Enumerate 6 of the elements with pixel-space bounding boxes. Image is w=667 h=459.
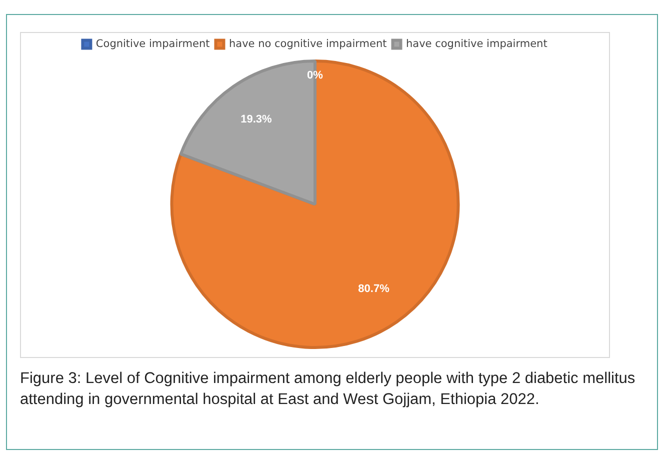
legend-label: Cognitive impairment (96, 38, 210, 50)
caption: Figure 3: Level of Cognitive impairment among elderly people with type 2 diabetic mellitus attending in governmental hospital at East and West Gojjam, Ethiopia 2022. (20, 369, 636, 410)
data-label: 80.7% (358, 283, 390, 296)
legend-label: have no cognitive impairment (228, 38, 387, 50)
data-label: 19.3% (240, 114, 272, 126)
legend-label: have cognitive impairment (406, 38, 548, 50)
